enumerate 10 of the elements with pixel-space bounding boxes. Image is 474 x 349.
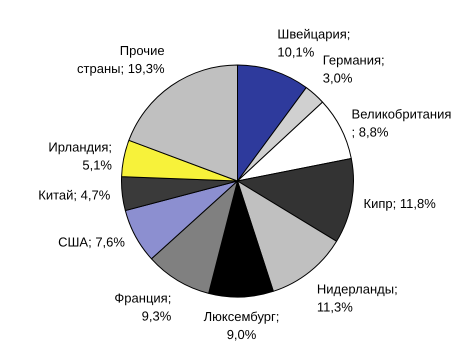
data-label: ; 8,8% xyxy=(352,124,389,140)
slice-label: Нидерланды; 11,3% xyxy=(316,281,398,314)
slice-label: Франция; 9,3% xyxy=(114,290,172,324)
slice-label: Ирландия; 5,1% xyxy=(48,139,112,172)
slice-label: Великобритания xyxy=(352,106,452,122)
slice-label: Кипр; 11,8% xyxy=(364,196,436,211)
slice-label: Люксембург; 9,0% xyxy=(204,308,280,342)
slice-label: Китай; 4,7% xyxy=(38,188,111,203)
slice-label: Прочие страны; 19,3% xyxy=(77,42,165,76)
slice-label: США; 7,6% xyxy=(58,234,126,250)
